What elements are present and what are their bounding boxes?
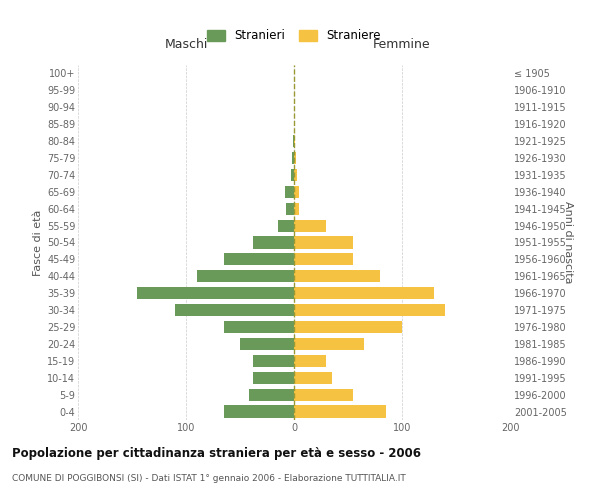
Bar: [137, 287, 294, 300]
Bar: [294, 304, 445, 316]
Bar: [286, 202, 294, 215]
Bar: [294, 354, 326, 367]
Bar: [294, 152, 296, 164]
Bar: [294, 338, 364, 350]
Bar: [294, 287, 434, 300]
Bar: [248, 388, 294, 400]
Bar: [197, 270, 294, 282]
Legend: Stranieri, Straniere: Stranieri, Straniere: [202, 25, 386, 47]
Bar: [278, 220, 294, 232]
Bar: [253, 236, 294, 248]
Bar: [291, 169, 294, 181]
Bar: [224, 254, 294, 266]
Text: Femmine: Femmine: [373, 38, 431, 52]
Bar: [293, 135, 294, 147]
Bar: [294, 202, 299, 215]
Bar: [224, 406, 294, 417]
Bar: [294, 236, 353, 248]
Bar: [240, 338, 294, 350]
Y-axis label: Fasce di età: Fasce di età: [32, 210, 43, 276]
Bar: [253, 354, 294, 367]
Bar: [253, 372, 294, 384]
Bar: [294, 388, 353, 400]
Bar: [294, 372, 332, 384]
Bar: [294, 135, 295, 147]
Text: COMUNE DI POGGIBONSI (SI) - Dati ISTAT 1° gennaio 2006 - Elaborazione TUTTITALIA: COMUNE DI POGGIBONSI (SI) - Dati ISTAT 1…: [12, 474, 406, 483]
Bar: [294, 186, 299, 198]
Bar: [294, 270, 380, 282]
Bar: [294, 321, 402, 333]
Bar: [294, 169, 297, 181]
Bar: [224, 321, 294, 333]
Bar: [294, 406, 386, 417]
Bar: [175, 304, 294, 316]
Bar: [292, 152, 294, 164]
Bar: [294, 254, 353, 266]
Bar: [294, 220, 326, 232]
Y-axis label: Anni di nascita: Anni di nascita: [563, 201, 572, 284]
Text: Popolazione per cittadinanza straniera per età e sesso - 2006: Popolazione per cittadinanza straniera p…: [12, 448, 421, 460]
Bar: [286, 186, 294, 198]
Text: Maschi: Maschi: [164, 38, 208, 52]
